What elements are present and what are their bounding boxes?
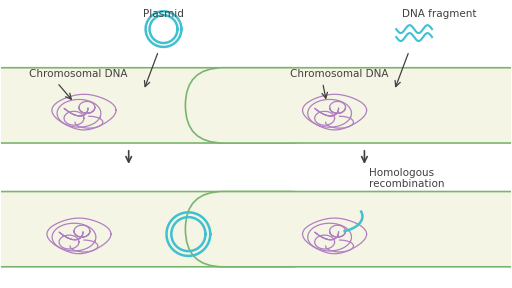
FancyBboxPatch shape <box>185 68 512 143</box>
Text: Chromosomal DNA: Chromosomal DNA <box>290 69 388 79</box>
Text: Homologous
recombination: Homologous recombination <box>369 168 445 190</box>
Text: DNA fragment: DNA fragment <box>402 9 476 19</box>
Text: Chromosomal DNA: Chromosomal DNA <box>29 69 127 79</box>
Text: Plasmid: Plasmid <box>143 9 184 19</box>
FancyBboxPatch shape <box>185 192 512 267</box>
FancyBboxPatch shape <box>0 68 328 143</box>
FancyBboxPatch shape <box>0 192 328 267</box>
